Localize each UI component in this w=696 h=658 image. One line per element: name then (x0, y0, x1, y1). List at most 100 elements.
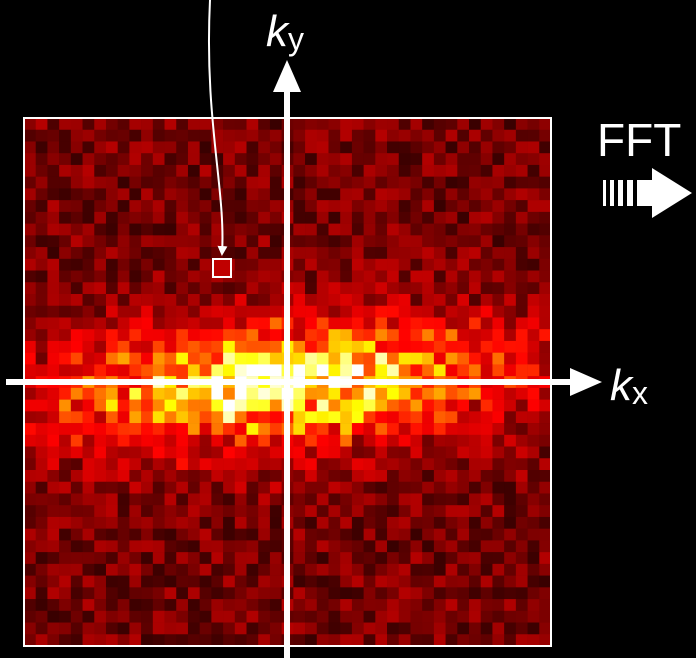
heatmap-cell (118, 224, 130, 236)
heatmap-cell (364, 177, 376, 189)
heatmap-cell (481, 165, 493, 177)
heatmap-cell (375, 517, 387, 529)
heatmap-cell (47, 329, 59, 341)
heatmap-cell (293, 576, 305, 588)
heatmap-cell (270, 153, 282, 165)
heatmap-cell (211, 611, 223, 623)
heatmap-cell (422, 400, 434, 412)
heatmap-cell (258, 423, 270, 435)
heatmap-cell (141, 505, 153, 517)
heatmap-cell (141, 400, 153, 412)
heatmap-cell (364, 306, 376, 318)
heatmap-cell (165, 540, 177, 552)
heatmap-cell (258, 282, 270, 294)
heatmap-cell (446, 540, 458, 552)
heatmap-cell (118, 353, 130, 365)
heatmap-cell (223, 177, 235, 189)
heatmap-cell (258, 353, 270, 365)
heatmap-cell (457, 552, 469, 564)
heatmap-cell (399, 400, 411, 412)
heatmap-cell (305, 306, 317, 318)
heatmap-cell (94, 200, 106, 212)
heatmap-cell (516, 576, 528, 588)
heatmap-cell (457, 447, 469, 459)
heatmap-cell (399, 493, 411, 505)
heatmap-cell (94, 224, 106, 236)
heatmap-cell (223, 141, 235, 153)
heatmap-cell (188, 235, 200, 247)
heatmap-cell (258, 552, 270, 564)
heatmap-cell (492, 540, 504, 552)
heatmap-cell (328, 353, 340, 365)
heatmap-cell (293, 540, 305, 552)
heatmap-cell (141, 634, 153, 646)
heatmap-cell (305, 623, 317, 635)
heatmap-cell (516, 200, 528, 212)
heatmap-cell (422, 411, 434, 423)
heatmap-cell (410, 306, 422, 318)
heatmap-cell (83, 482, 95, 494)
heatmap-cell (469, 505, 481, 517)
heatmap-cell (153, 247, 165, 259)
heatmap-cell (340, 470, 352, 482)
heatmap-cell (528, 141, 540, 153)
heatmap-cell (118, 247, 130, 259)
heatmap-cell (422, 493, 434, 505)
heatmap-cell (211, 435, 223, 447)
heatmap-cell (141, 177, 153, 189)
heatmap-cell (446, 470, 458, 482)
heatmap-cell (422, 505, 434, 517)
heatmap-cell (305, 212, 317, 224)
heatmap-cell (211, 634, 223, 646)
heatmap-cell (106, 634, 118, 646)
heatmap-cell (481, 282, 493, 294)
heatmap-cell (481, 623, 493, 635)
heatmap-cell (106, 235, 118, 247)
heatmap-cell (457, 294, 469, 306)
heatmap-cell (235, 259, 247, 271)
heatmap-cell (200, 493, 212, 505)
heatmap-cell (364, 576, 376, 588)
heatmap-cell (59, 212, 71, 224)
heatmap-cell (492, 411, 504, 423)
heatmap-cell (47, 423, 59, 435)
heatmap-cell (83, 165, 95, 177)
heatmap-cell (71, 458, 83, 470)
heatmap-cell (247, 317, 259, 329)
heatmap-cell (387, 130, 399, 142)
heatmap-cell (165, 153, 177, 165)
heatmap-cell (469, 224, 481, 236)
heatmap-cell (375, 200, 387, 212)
heatmap-cell (59, 341, 71, 353)
heatmap-cell (293, 200, 305, 212)
heatmap-cell (47, 282, 59, 294)
heatmap-cell (399, 482, 411, 494)
heatmap-cell (141, 212, 153, 224)
kx-subscript: x (632, 375, 648, 411)
heatmap-cell (247, 411, 259, 423)
heatmap-cell (141, 447, 153, 459)
heatmap-cell (469, 177, 481, 189)
heatmap-cell (516, 235, 528, 247)
heatmap-cell (317, 482, 329, 494)
heatmap-cell (434, 341, 446, 353)
heatmap-cell (83, 634, 95, 646)
heatmap-cell (247, 141, 259, 153)
heatmap-cell (211, 447, 223, 459)
heatmap-cell (24, 153, 36, 165)
heatmap-cell (188, 188, 200, 200)
heatmap-cell (364, 587, 376, 599)
heatmap-cell (293, 388, 305, 400)
heatmap-cell (492, 470, 504, 482)
heatmap-cell (528, 153, 540, 165)
heatmap-cell (375, 505, 387, 517)
heatmap-cell (457, 364, 469, 376)
heatmap-cell (258, 165, 270, 177)
heatmap-cell (457, 634, 469, 646)
heatmap-cell (59, 271, 71, 283)
heatmap-cell (36, 529, 48, 541)
heatmap-cell (504, 564, 516, 576)
heatmap-cell (375, 294, 387, 306)
heatmap-cell (188, 282, 200, 294)
heatmap-cell (446, 235, 458, 247)
